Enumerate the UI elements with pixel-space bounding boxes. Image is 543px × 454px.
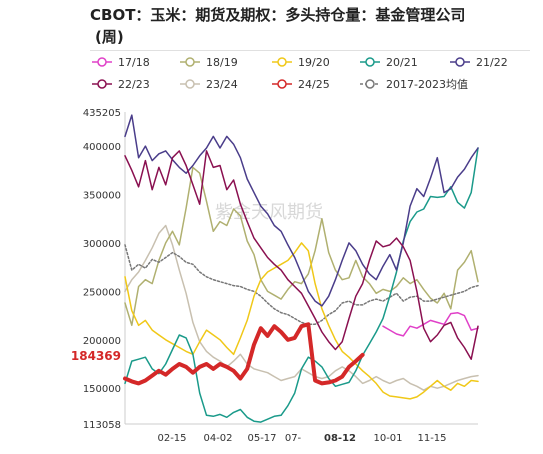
x-tick-label: 10-01 [373, 433, 402, 444]
watermark: 紫金天风期货 [215, 202, 323, 223]
series-line [124, 244, 479, 326]
y-tick-label: 250000 [83, 287, 121, 298]
plot-area: 紫金天风期货 [124, 112, 478, 425]
legend-item[interactable]: 2017-2023均值 [360, 78, 468, 91]
series-17/18 [382, 311, 479, 337]
legend-swatch-marker [365, 57, 375, 67]
x-tick-label: 07- [285, 433, 302, 444]
y-tick-label: 200000 [83, 336, 121, 347]
legend-label: 20/21 [386, 56, 418, 69]
legend-swatch-marker [455, 57, 465, 67]
series-18/19 [124, 166, 479, 327]
legend-item[interactable]: 23/24 [180, 78, 238, 91]
chart-title: CBOT：玉米：期货及期权：多头持仓量：基金管理公司 [90, 6, 466, 24]
legend-item[interactable]: 17/18 [92, 56, 150, 69]
chart-title-line2: (周) [95, 28, 124, 46]
legend-swatch-marker [185, 57, 195, 67]
legend-item[interactable]: 24/25 [272, 78, 330, 91]
legend-label: 19/20 [298, 56, 330, 69]
x-tick-label: 04-02 [203, 433, 232, 444]
series-20/21 [124, 147, 479, 423]
series-19/20 [124, 242, 479, 400]
legend-label: 21/22 [476, 56, 508, 69]
y-tick-label: 150000 [83, 384, 121, 395]
series-line [123, 322, 365, 386]
legend-swatch-marker [185, 79, 195, 89]
legend-swatch-marker [277, 57, 287, 67]
y-axis-ticks: 113058 150000 200000 250000 300000 350000 4000… [83, 108, 121, 431]
legend-label: 2017-2023均值 [386, 78, 468, 91]
legend: 17/18 18/19 19/20 20/21 21/22 22/23 23/24 24/25… [92, 56, 508, 91]
legend-swatch-marker [277, 79, 287, 89]
series-24/25 [123, 322, 365, 386]
legend-label: 22/23 [118, 78, 150, 91]
legend-item[interactable]: 19/20 [272, 56, 330, 69]
legend-swatch-marker [97, 57, 107, 67]
y-tick-label: 113058 [83, 420, 121, 431]
legend-item[interactable]: 18/19 [180, 56, 238, 69]
y-tick-label: 350000 [83, 191, 121, 202]
legend-item[interactable]: 20/21 [360, 56, 418, 69]
current-value-label: 184369 [71, 349, 121, 363]
series-line [382, 311, 479, 337]
highlight-value-label: 184369 [71, 349, 121, 363]
legend-swatch-marker [97, 79, 107, 89]
legend-swatch-marker [365, 79, 375, 89]
series-group [123, 114, 479, 423]
series-line [124, 147, 479, 423]
y-tick-label: 400000 [83, 142, 121, 153]
legend-label: 24/25 [298, 78, 330, 91]
x-tick-label: 08-12 [324, 433, 356, 444]
series-21/22 [124, 114, 479, 307]
x-axis-ticks: 02-15 04-02 05-17 07- 08-12 10-01 11-15 [157, 433, 446, 444]
legend-item[interactable]: 21/22 [450, 56, 508, 69]
series-22/23 [124, 150, 479, 360]
x-tick-label: 05-17 [247, 433, 276, 444]
x-tick-label: 02-15 [157, 433, 186, 444]
legend-item[interactable]: 22/23 [92, 78, 150, 91]
series-2017-2023均值 [124, 244, 479, 326]
y-tick-label: 435205 [83, 108, 121, 119]
legend-label: 18/19 [206, 56, 238, 69]
legend-label: 17/18 [118, 56, 150, 69]
y-tick-label: 300000 [83, 239, 121, 250]
title-separator [90, 50, 530, 51]
legend-label: 23/24 [206, 78, 238, 91]
x-tick-label: 11-15 [417, 433, 446, 444]
